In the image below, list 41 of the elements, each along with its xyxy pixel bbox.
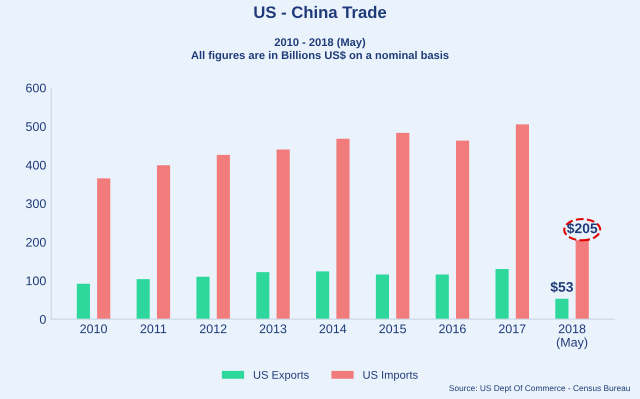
x-tick-label: 2016: [439, 324, 466, 334]
x-tick-label: 2014: [320, 324, 346, 334]
x-tick-label: 2010: [80, 324, 107, 334]
bar: [316, 271, 330, 320]
bar: [97, 178, 110, 320]
x-tick-label: 2015: [379, 324, 406, 334]
bar: [196, 276, 210, 320]
y-tick-label: 200: [26, 238, 46, 247]
y-tick-label: 400: [26, 160, 46, 170]
bar: [336, 138, 350, 320]
data-label: $205: [566, 222, 598, 234]
bar: [376, 274, 390, 320]
y-tick-label: 500: [26, 122, 46, 131]
y-tick-label: 0: [40, 315, 46, 324]
bar: [256, 272, 270, 320]
bar: [76, 284, 90, 320]
legend-label: US Exports: [254, 370, 309, 382]
chart-title: US - China Trade: [254, 6, 386, 18]
bar: [396, 132, 410, 320]
bar: [276, 149, 290, 320]
bar: [576, 240, 589, 320]
x-tick-label: 2018 (May): [556, 324, 588, 350]
y-tick-label: 100: [26, 276, 46, 286]
data-label: $53: [550, 281, 573, 293]
x-tick-label: 2012: [200, 324, 226, 334]
bar: [555, 298, 568, 320]
chart-subtitle: 2010 - 2018 (May) All figures are in Billions US$ on a nominal basis: [191, 38, 449, 62]
y-tick-label: 300: [26, 199, 46, 208]
source-note: Source: US Dept Of Commerce - Census Bureau: [449, 384, 630, 393]
x-tick-label: 2013: [260, 324, 286, 334]
bar: [216, 154, 230, 320]
bar: [436, 274, 449, 320]
bar: [456, 140, 470, 320]
legend-label: US Imports: [363, 370, 418, 382]
bar: [495, 269, 509, 320]
x-tick-label: 2017: [498, 324, 526, 334]
bar: [516, 124, 529, 320]
x-tick-label: 2011: [140, 324, 166, 334]
y-tick-label: 600: [26, 84, 46, 92]
bar: [136, 279, 150, 320]
bar: [156, 165, 170, 320]
